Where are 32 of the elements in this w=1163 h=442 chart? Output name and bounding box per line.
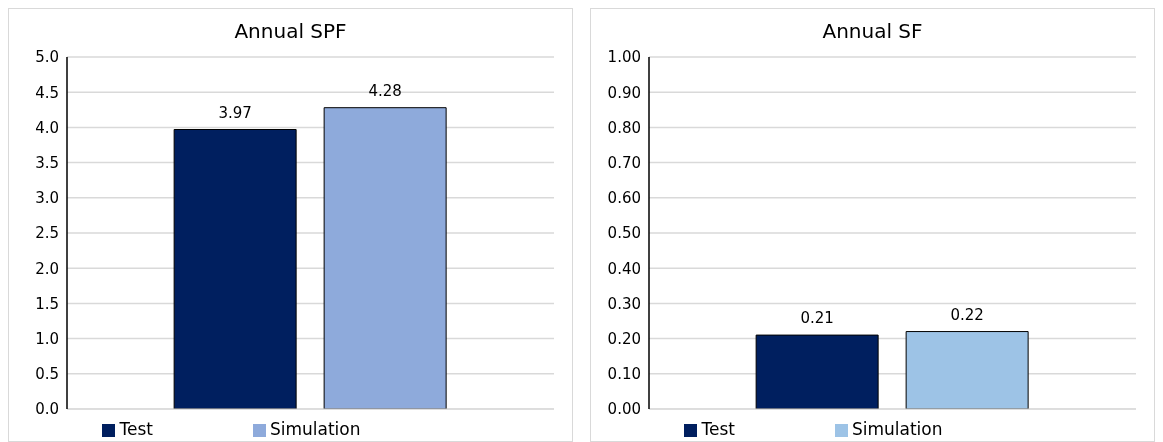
data-label: 0.21: [800, 309, 834, 328]
y-tick-label: 0.60: [607, 189, 641, 208]
y-tick-label: 0.30: [607, 294, 641, 313]
y-tick-label: 2.5: [35, 224, 59, 243]
y-tick-label: 3.0: [35, 189, 59, 208]
legend-label: Test: [119, 419, 153, 439]
data-label: 0.22: [950, 305, 984, 324]
legend-label: Simulation: [851, 419, 943, 439]
y-tick-label: 1.5: [35, 294, 59, 313]
y-tick-label: 4.5: [35, 83, 59, 102]
y-tick-label: 1.00: [607, 48, 641, 67]
legend-label: Test: [701, 419, 735, 439]
y-tick-label: 0.20: [607, 329, 641, 348]
data-label: 4.28: [368, 81, 402, 100]
y-tick-label: 0.70: [607, 153, 641, 172]
y-tick-label: 0.0: [35, 400, 59, 419]
y-tick-label: 5.0: [35, 48, 59, 67]
y-tick-label: 0.80: [607, 118, 641, 137]
y-tick-label: 4.0: [35, 118, 59, 137]
y-tick-label: 0.40: [607, 259, 641, 278]
y-tick-label: 2.0: [35, 259, 59, 278]
chart-title: Annual SF: [821, 19, 924, 45]
y-tick-label: 0.00: [607, 400, 641, 419]
chart-title: Annual SPF: [233, 19, 348, 45]
y-tick-label: 0.50: [607, 224, 641, 243]
y-tick-label: 3.5: [35, 153, 59, 172]
y-tick-label: 0.5: [35, 365, 59, 384]
y-tick-label: 0.90: [607, 83, 641, 102]
legend-label: Simulation: [269, 419, 361, 439]
data-label: 3.97: [218, 103, 252, 122]
y-tick-label: 0.10: [607, 365, 641, 384]
y-tick-label: 1.0: [35, 329, 59, 348]
